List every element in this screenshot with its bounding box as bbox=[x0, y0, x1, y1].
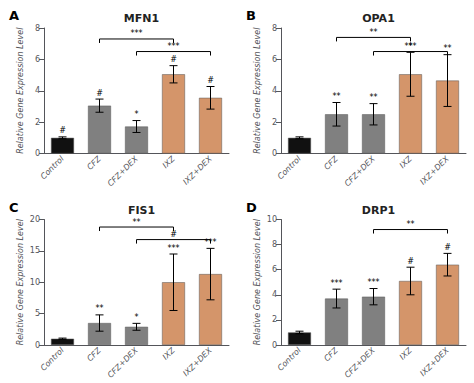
svg-text:IXZ+DEX: IXZ+DEX bbox=[418, 154, 451, 187]
svg-text:CFZ+DEX: CFZ+DEX bbox=[106, 345, 140, 379]
svg-text:CFZ+DEX: CFZ+DEX bbox=[343, 345, 377, 379]
svg-text:DRP1: DRP1 bbox=[362, 204, 395, 217]
svg-text:*: * bbox=[135, 110, 139, 119]
svg-text:4: 4 bbox=[272, 86, 277, 95]
svg-text:Control: Control bbox=[39, 154, 66, 181]
svg-text:*: * bbox=[409, 42, 413, 51]
svg-text:Control: Control bbox=[276, 345, 303, 372]
svg-text:Relative Gene Expression Level: Relative Gene Expression Level bbox=[16, 218, 25, 345]
svg-text:5: 5 bbox=[35, 309, 40, 318]
svg-text:***: *** bbox=[168, 42, 180, 51]
svg-text:OPA1: OPA1 bbox=[362, 12, 395, 25]
svg-text:CFZ: CFZ bbox=[322, 154, 340, 172]
svg-text:0: 0 bbox=[35, 341, 40, 350]
svg-text:20: 20 bbox=[30, 215, 40, 224]
svg-text:MFN1: MFN1 bbox=[124, 12, 159, 25]
svg-text:**: ** bbox=[133, 218, 141, 227]
svg-text:CFZ+DEX: CFZ+DEX bbox=[106, 154, 140, 188]
svg-text:***: *** bbox=[368, 278, 380, 287]
svg-text:**: ** bbox=[370, 28, 378, 37]
svg-text:CFZ: CFZ bbox=[85, 154, 103, 172]
svg-text:#: # bbox=[96, 89, 103, 98]
svg-text:A: A bbox=[9, 8, 19, 23]
svg-text:IXZ: IXZ bbox=[161, 345, 177, 361]
svg-text:6: 6 bbox=[35, 55, 40, 64]
svg-text:Relative Gene Expression Level: Relative Gene Expression Level bbox=[253, 27, 262, 154]
svg-text:2: 2 bbox=[35, 118, 40, 127]
svg-text:#: # bbox=[207, 76, 214, 85]
svg-text:0: 0 bbox=[272, 341, 277, 350]
svg-text:#: # bbox=[170, 55, 177, 64]
svg-text:6: 6 bbox=[272, 265, 277, 274]
svg-text:IXZ: IXZ bbox=[398, 345, 414, 361]
svg-text:6: 6 bbox=[272, 55, 277, 64]
svg-text:***: *** bbox=[168, 244, 180, 253]
svg-text:**: ** bbox=[333, 92, 341, 101]
svg-text:0: 0 bbox=[272, 149, 277, 158]
svg-text:4: 4 bbox=[272, 290, 277, 299]
svg-text:IXZ+DEX: IXZ+DEX bbox=[181, 345, 214, 378]
svg-text:#: # bbox=[170, 230, 177, 239]
svg-text:**: ** bbox=[370, 93, 378, 102]
svg-text:4: 4 bbox=[35, 86, 40, 95]
svg-text:CFZ: CFZ bbox=[322, 345, 340, 363]
svg-text:*: * bbox=[135, 313, 139, 322]
svg-text:10: 10 bbox=[267, 215, 277, 224]
svg-text:IXZ: IXZ bbox=[398, 154, 414, 170]
svg-text:15: 15 bbox=[30, 246, 40, 255]
svg-text:***: *** bbox=[331, 279, 343, 288]
svg-text:IXZ+DEX: IXZ+DEX bbox=[181, 154, 214, 187]
svg-text:#: # bbox=[444, 243, 451, 252]
svg-text:0: 0 bbox=[35, 149, 40, 158]
svg-text:CFZ+DEX: CFZ+DEX bbox=[343, 154, 377, 188]
svg-text:IXZ: IXZ bbox=[161, 154, 177, 170]
svg-text:8: 8 bbox=[35, 24, 40, 33]
svg-text:***: *** bbox=[131, 29, 143, 38]
svg-text:C: C bbox=[9, 200, 19, 215]
svg-text:8: 8 bbox=[272, 240, 277, 249]
svg-text:#: # bbox=[407, 257, 414, 266]
svg-text:Relative Gene Expression Level: Relative Gene Expression Level bbox=[16, 27, 25, 154]
svg-text:CFZ: CFZ bbox=[85, 345, 103, 363]
svg-text:**: ** bbox=[96, 304, 104, 313]
svg-text:2: 2 bbox=[272, 118, 277, 127]
svg-text:IXZ+DEX: IXZ+DEX bbox=[418, 345, 451, 378]
svg-text:10: 10 bbox=[30, 278, 40, 287]
svg-text:**: ** bbox=[407, 220, 415, 229]
svg-text:Control: Control bbox=[39, 345, 66, 372]
svg-text:Relative Gene Expression Level: Relative Gene Expression Level bbox=[253, 218, 262, 345]
svg-text:8: 8 bbox=[272, 24, 277, 33]
svg-text:Control: Control bbox=[276, 154, 303, 181]
svg-text:B: B bbox=[246, 8, 256, 23]
svg-text:#: # bbox=[59, 126, 66, 135]
svg-text:D: D bbox=[246, 200, 257, 215]
svg-text:2: 2 bbox=[272, 315, 277, 324]
svg-text:FIS1: FIS1 bbox=[128, 204, 155, 217]
svg-text:***: *** bbox=[405, 42, 417, 51]
